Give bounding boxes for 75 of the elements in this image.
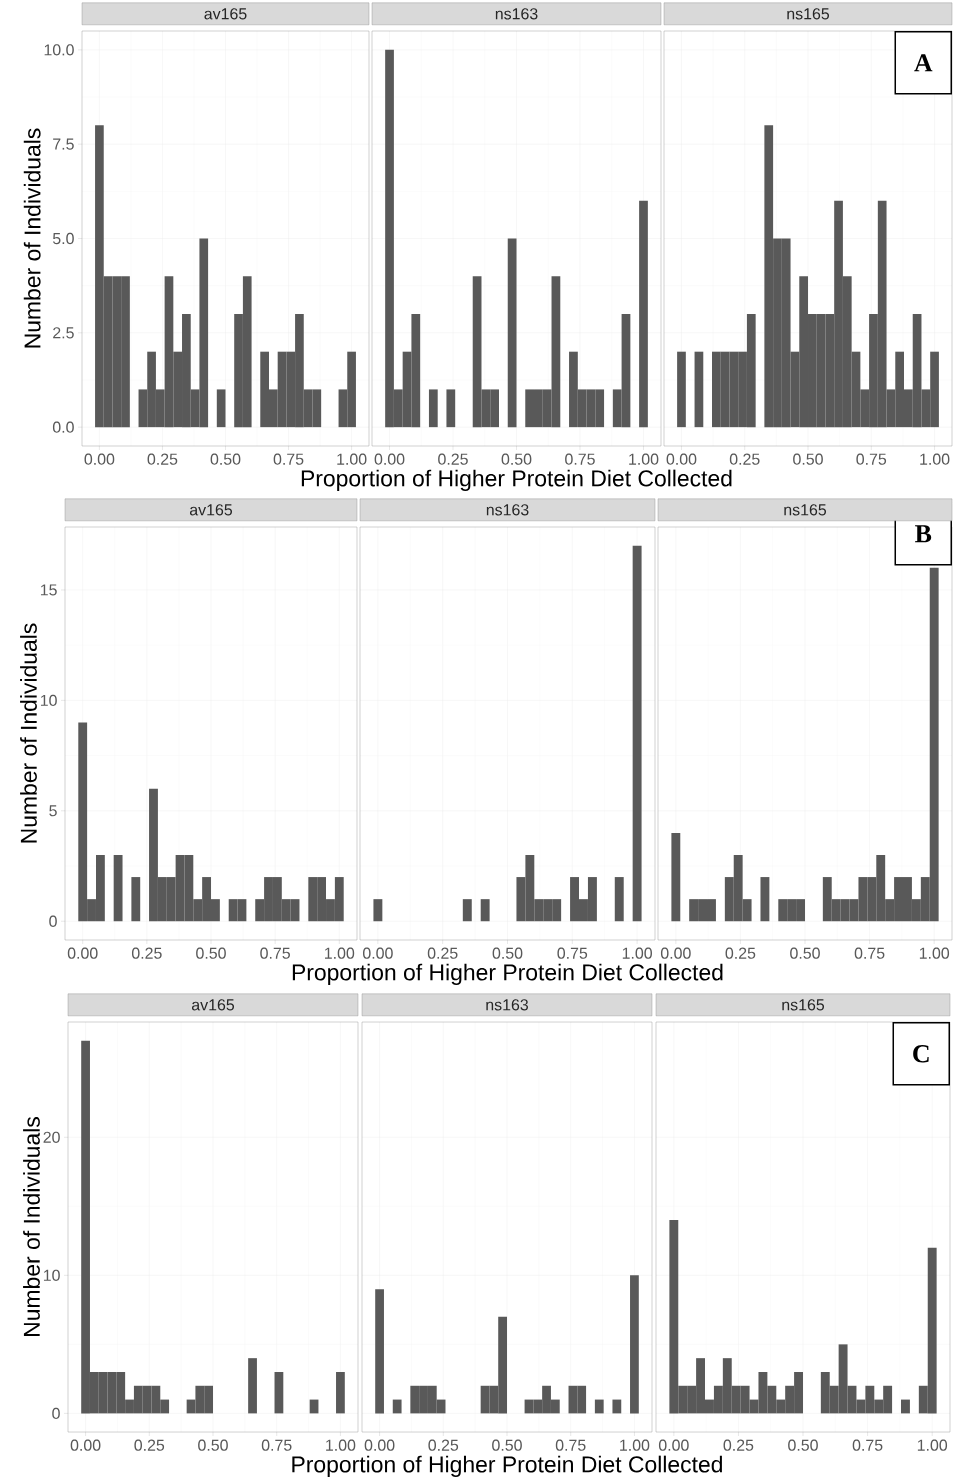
x-tick-label: 0.00 [374,453,405,465]
x-axis-title: Proportion of Higher Protein Diet Collected [292,963,723,986]
x-tick-label: 0.00 [660,947,691,959]
x-tick-label: 0.25 [438,453,468,465]
x-tick-label: 0.50 [793,453,823,465]
x-tick-label: 0.75 [555,1439,586,1451]
x-tick-label: 1.00 [629,453,659,465]
x-tick-label: 0.00 [70,1439,101,1451]
x-tick-label: 0.50 [492,947,523,959]
y-tick-label: 7.5 [53,138,74,150]
x-tick-label: 0.50 [492,1439,522,1451]
chart-title: ns163 [486,999,528,1011]
x-tick-label: 0.00 [67,947,98,959]
y-tick-label: 0.0 [52,421,74,433]
x-tick-label: 0.25 [147,453,178,465]
chart-title: ns163 [486,504,529,516]
y-tick-label: 2.5 [53,327,74,339]
x-tick-label: 0.25 [729,453,760,465]
x-tick-label: 1.00 [337,453,367,465]
annotation: A [914,54,933,72]
x-tick-label: 1.00 [620,1439,650,1451]
x-axis-title: Proportion of Higher Protein Diet Collected [292,1455,722,1478]
x-tick-label: 1.00 [326,1439,356,1451]
x-tick-label: 0.25 [428,1439,459,1451]
y-axis-title: Number of Individuals [20,623,37,843]
x-tick-label: 0.75 [261,1439,292,1451]
x-tick-label: 0.50 [210,453,241,465]
x-axis-title: Proportion of Higher Protein Diet Collected [301,469,732,492]
y-axis-title: Number of Individuals [23,1117,40,1336]
chart-title: ns165 [787,8,830,20]
x-tick-label: 0.25 [427,947,458,959]
x-tick-label: 0.50 [501,453,532,465]
x-tick-label: 0.00 [84,453,115,465]
y-tick-label: 10 [43,1269,60,1281]
chart-title: ns165 [782,999,825,1011]
x-tick-label: 0.75 [260,947,290,959]
x-tick-label: 1.00 [919,947,950,959]
y-tick-label: 10.0 [44,44,74,56]
chart-title: av165 [189,504,233,516]
y-tick-label: 5 [49,805,57,817]
x-tick-label: 0.75 [852,1439,883,1451]
x-tick-label: 0.50 [788,1439,818,1451]
x-tick-label: 0.50 [198,1439,228,1451]
x-tick-label: 0.75 [854,947,885,959]
y-tick-label: 15 [40,584,57,596]
x-tick-label: 0.75 [856,453,887,465]
x-tick-label: 0.25 [131,947,162,959]
annotation: C [913,1045,929,1063]
x-tick-label: 0.25 [725,947,756,959]
chart-title: ns163 [495,8,538,20]
x-tick-label: 0.75 [557,947,588,959]
x-tick-label: 0.00 [364,1439,395,1451]
y-tick-label: 5.0 [52,232,74,245]
x-tick-label: 1.00 [917,1439,948,1451]
x-tick-label: 0.25 [723,1439,754,1451]
chart-title: av165 [204,8,247,20]
x-tick-label: 0.00 [658,1439,689,1451]
x-tick-label: 1.00 [920,453,950,465]
x-tick-label: 0.25 [134,1439,165,1451]
y-tick-label: 0 [49,915,57,927]
y-tick-label: 10 [40,694,57,707]
x-tick-label: 0.75 [273,453,304,465]
x-tick-label: 0.50 [790,947,820,959]
y-axis-title: Number of Individuals [23,128,41,348]
y-tick-label: 0 [52,1407,60,1420]
annotation: B [915,525,932,543]
x-tick-label: 1.00 [622,947,652,959]
x-tick-label: 1.00 [325,947,355,959]
x-tick-label: 0.75 [565,453,595,465]
y-tick-label: 20 [43,1131,60,1143]
chart-title: ns165 [784,504,827,516]
x-tick-label: 0.50 [196,947,226,959]
x-tick-label: 0.00 [666,453,697,465]
x-tick-label: 0.00 [363,947,393,959]
chart-title: av165 [191,999,235,1011]
